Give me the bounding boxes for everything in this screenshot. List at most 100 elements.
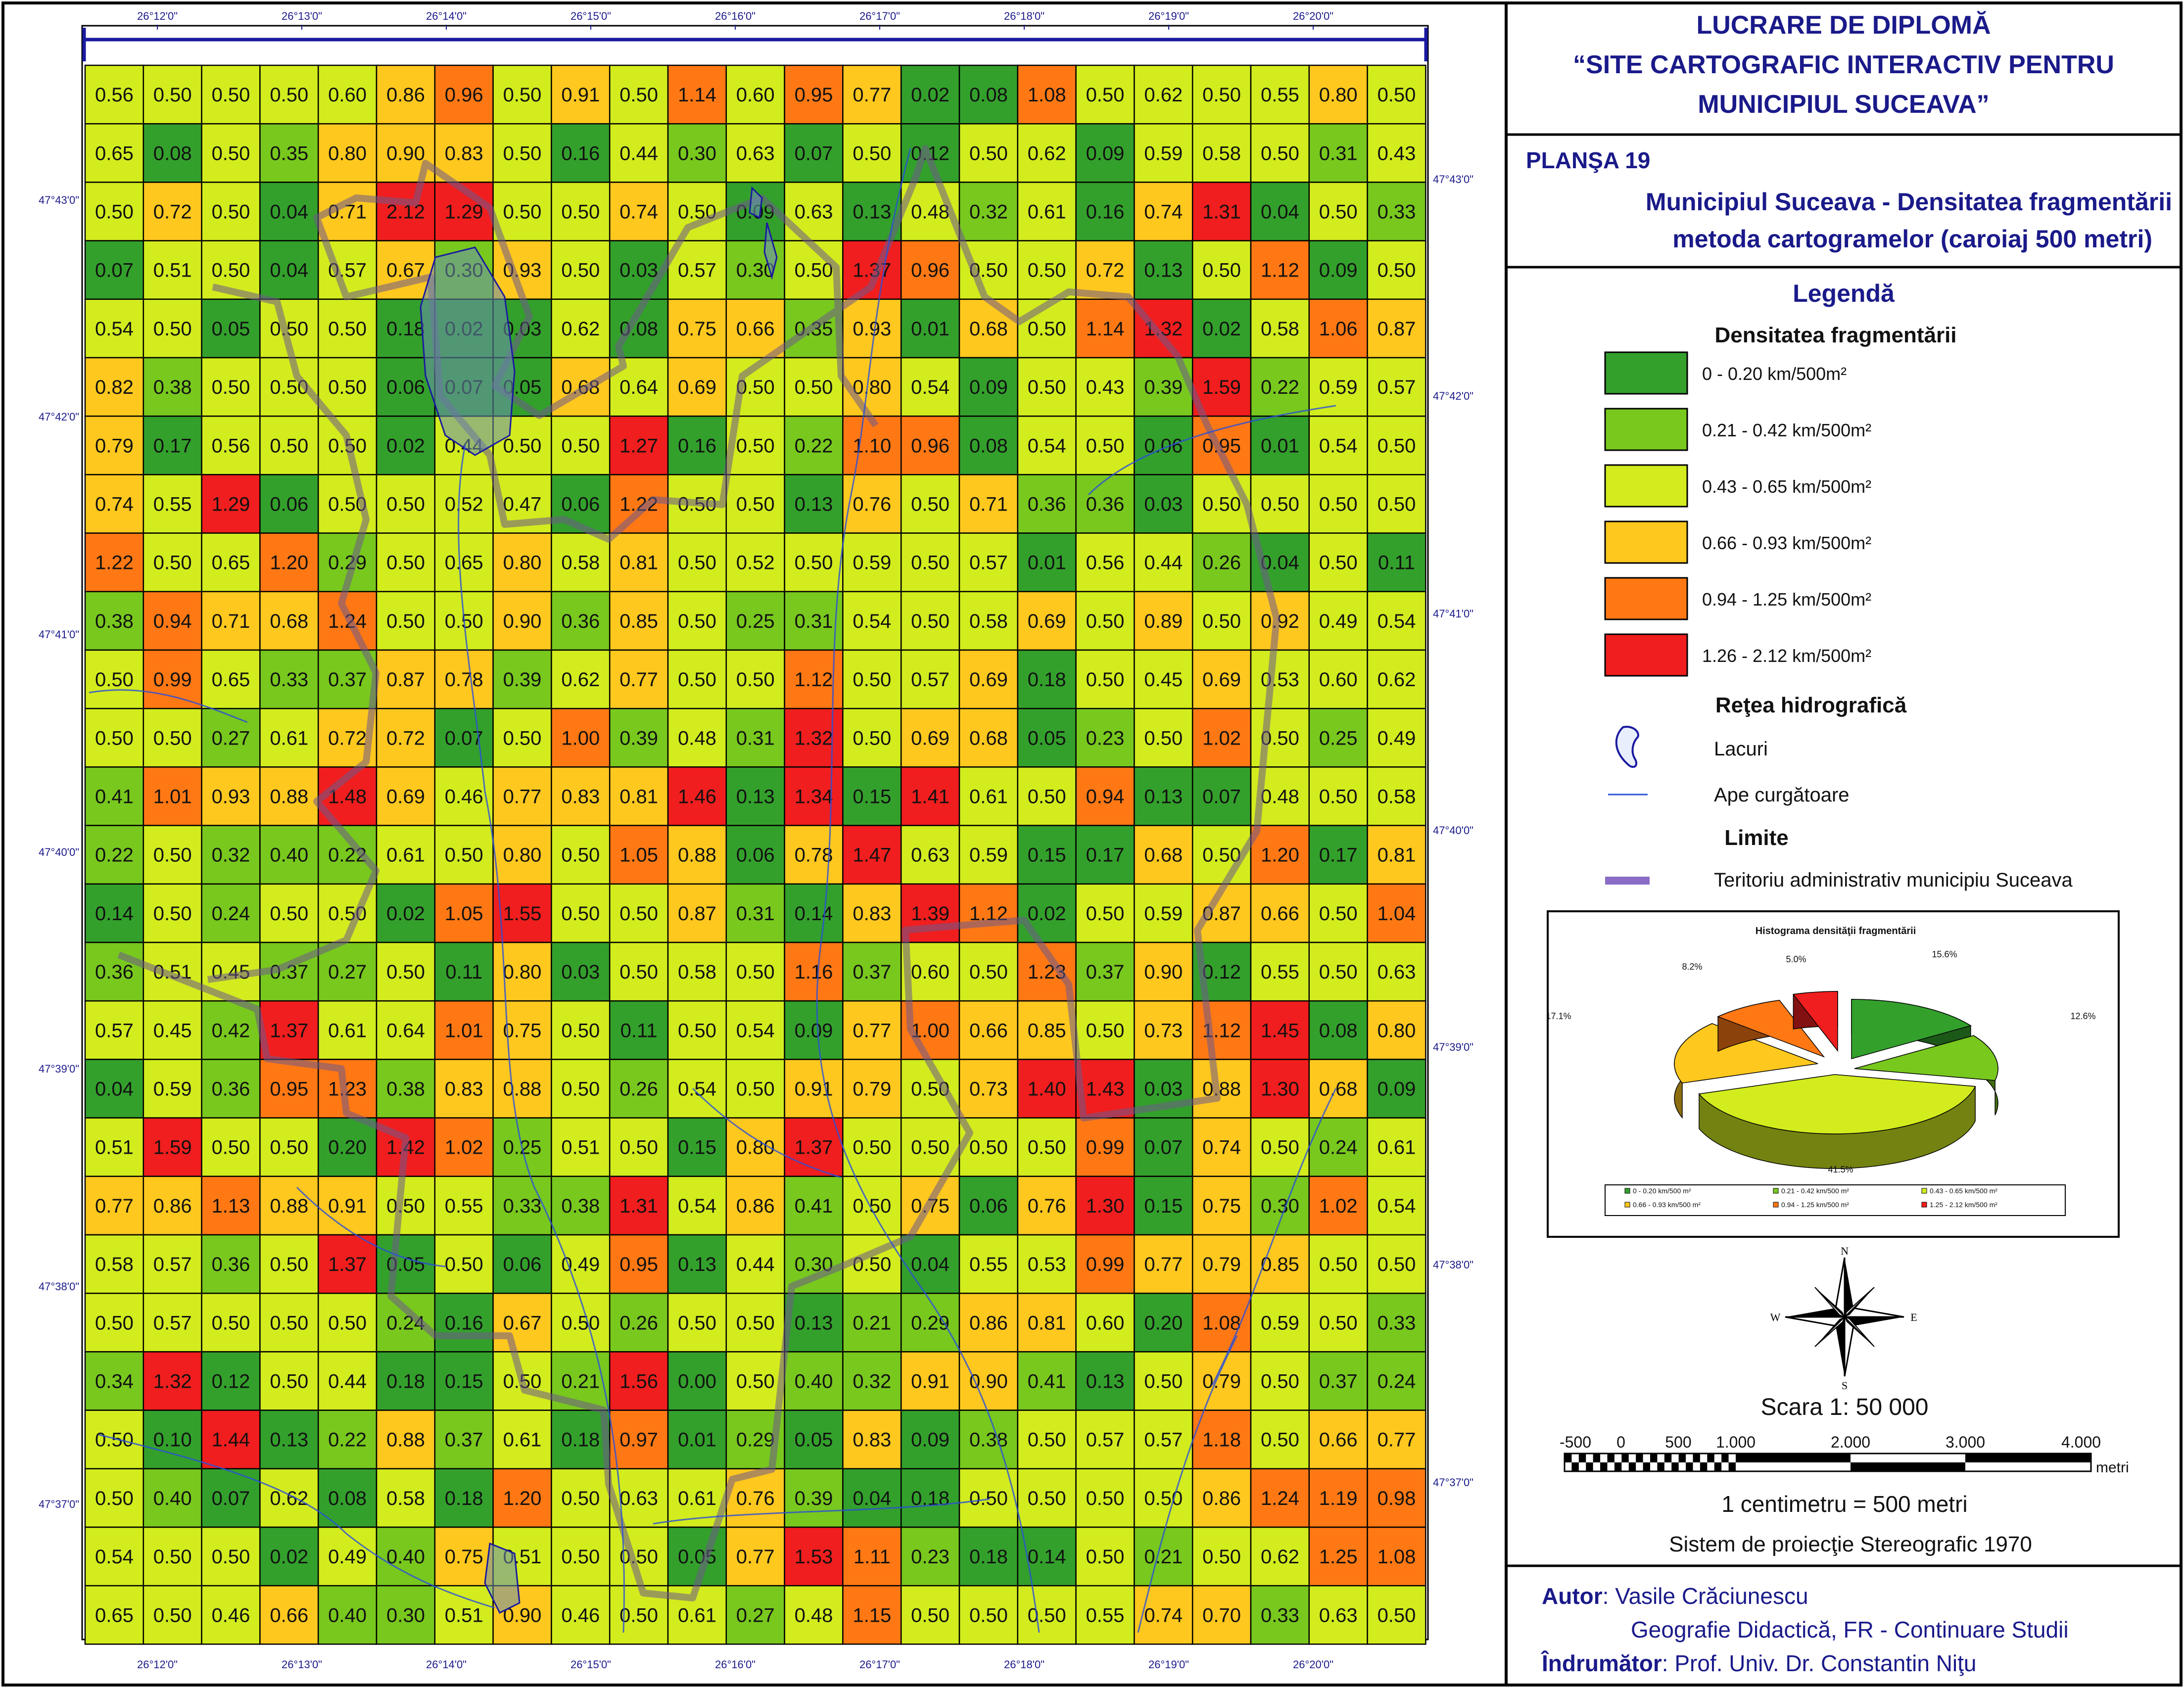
pie-legend-label: 0.43 - 0.65 km/500 m²	[1930, 1187, 1997, 1195]
grid-cell-value: 0.50	[619, 1546, 658, 1568]
grid-cell-value: 0.91	[911, 1371, 950, 1393]
grid-cell-value: 0.06	[736, 844, 775, 866]
grid-cell-value: 0.49	[1319, 610, 1358, 632]
grid-cell	[1308, 1409, 1368, 1470]
grid-cell-value: 0.83	[853, 903, 891, 925]
grid-cell	[1308, 1175, 1368, 1236]
grid-cell	[434, 1234, 494, 1294]
grid-cell-value: 0.50	[1319, 552, 1358, 574]
grid-cell-value: 0.50	[503, 435, 542, 457]
grid-cell-value: 0.61	[328, 1020, 367, 1041]
scale-unit: metri	[2096, 1459, 2129, 1476]
grid-cell-value: 0.50	[561, 844, 600, 866]
advisor-label: Îndrumător	[1541, 1650, 1662, 1676]
grid-cell	[1308, 1234, 1368, 1294]
coord-label-top: 26°13'0"	[282, 10, 322, 22]
grid-cell	[1134, 1409, 1193, 1470]
pie-slice-label: 12.6%	[2070, 1011, 2095, 1021]
scale-bar-segment	[1607, 1454, 1614, 1462]
legend-lakes-label: Lacuri	[1714, 738, 1768, 760]
grid-cell-value: 0.05	[795, 1429, 833, 1451]
grid-cell-value: 0.43	[1086, 376, 1125, 398]
grid-cell-value: 0.86	[736, 1195, 775, 1217]
grid-cell	[551, 182, 611, 241]
grid-cell	[492, 182, 552, 241]
coord-label-right: 47°39'0"	[1433, 1041, 1473, 1053]
grid-cell-value: 0.15	[445, 1371, 483, 1393]
grid-cell-value: 0.50	[270, 1312, 308, 1334]
grid-cell	[1308, 474, 1368, 534]
grid-cell-value: 0.50	[328, 1312, 367, 1334]
grid-cell	[842, 532, 902, 593]
grid-cell-value: 0.41	[795, 1195, 833, 1217]
grid-cell	[142, 1000, 202, 1060]
grid-cell	[84, 1585, 144, 1645]
grid-cell-value: 0.66	[1319, 1429, 1358, 1451]
grid-cell	[1367, 1351, 1426, 1411]
grid-cell-value: 0.72	[153, 201, 192, 223]
grid-cell	[1017, 474, 1077, 534]
grid-cell-value: 0.50	[1028, 1604, 1066, 1626]
grid-cell-value: 0.21	[1144, 1546, 1183, 1568]
grid-cell	[1134, 474, 1193, 534]
grid-cell-value: 0.50	[736, 669, 775, 691]
scale-text: Scara 1: 50 000	[1761, 1394, 1929, 1420]
grid-cell	[259, 1351, 319, 1411]
north-arrow-icon: N S E W	[1770, 1245, 1917, 1392]
grid-cell-value: 0.69	[1028, 610, 1066, 632]
grid-cell	[142, 1585, 202, 1645]
pie-legend-swatch	[1624, 1188, 1630, 1194]
scale-tick-label: 0	[1616, 1433, 1625, 1451]
grid-cell	[551, 1409, 611, 1470]
grid-cell	[84, 1409, 144, 1470]
grid-cell-value: 0.74	[1144, 1604, 1183, 1626]
grid-cell	[1308, 707, 1368, 768]
grid-cell	[142, 415, 202, 475]
grid-cell-value: 0.39	[503, 669, 542, 691]
grid-cell	[900, 415, 960, 475]
coord-label-bottom: 26°13'0"	[282, 1658, 322, 1671]
grid-cell-value: 0.50	[736, 494, 775, 516]
grid-cell-value: 0.44	[736, 1254, 775, 1275]
grid-cell-value: 0.22	[95, 844, 134, 866]
grid-cell	[1250, 240, 1310, 300]
grid-cell	[725, 1059, 785, 1119]
grid-cell-value: 0.57	[969, 552, 1008, 574]
grid-cell-value: 0.57	[1377, 376, 1416, 398]
grid-cell-value: 0.15	[678, 1137, 716, 1159]
grid-cell	[259, 649, 319, 709]
grid-cell-value: 0.50	[619, 961, 658, 983]
grid-cell-value: 0.50	[1086, 903, 1125, 925]
grid-cell-value: 0.79	[95, 435, 134, 457]
rivers	[89, 148, 1337, 1633]
lake-shape	[763, 222, 778, 280]
grid-cell	[551, 1000, 611, 1060]
grid-cell	[201, 123, 261, 183]
grid-cell-value: 0.85	[619, 610, 658, 632]
scale-equivalence: 1 centimetru = 500 metri	[1721, 1491, 1967, 1517]
grid-cell	[667, 1351, 727, 1411]
grid-cell-value: 0.02	[386, 903, 425, 925]
scale-bar-segment	[1728, 1462, 1736, 1471]
grid-cell-value: 0.37	[853, 961, 891, 983]
grid-cell	[376, 1585, 436, 1645]
grid-cell	[492, 1059, 552, 1119]
grid-cell-value: 0.85	[1028, 1020, 1066, 1041]
grid-cell	[434, 1175, 494, 1236]
grid-cell-value: 0.50	[561, 435, 600, 457]
grid-cell-value: 0.02	[386, 435, 425, 457]
author-label: Autor	[1542, 1583, 1603, 1609]
legend-boundary-label: Teritoriu administrativ municipiu Suceav…	[1714, 869, 2073, 891]
grid-cell	[376, 649, 436, 709]
grid-cell	[784, 1409, 844, 1470]
grid-cell	[1134, 1234, 1193, 1294]
pie-legend-swatch	[1624, 1202, 1630, 1208]
grid-cell	[317, 1409, 378, 1470]
grid-cell	[492, 825, 552, 885]
grid-cell-value: 0.18	[445, 1488, 483, 1509]
pie-slice	[1854, 1035, 1998, 1081]
grid-cell-value: 0.50	[561, 1546, 600, 1568]
grid-cell-value: 0.57	[95, 1020, 134, 1041]
grid-cell-value: 0.50	[1028, 260, 1066, 281]
grid-cell-value: 1.02	[1319, 1195, 1358, 1217]
